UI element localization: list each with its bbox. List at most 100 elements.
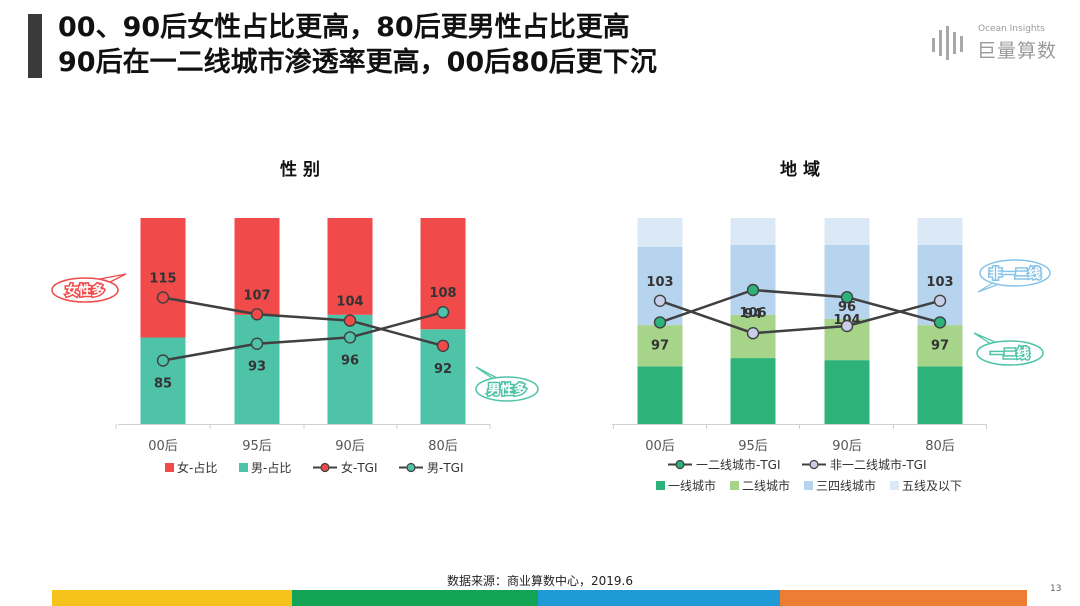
bar-segment bbox=[637, 325, 683, 367]
legend-label: 五线及以下 bbox=[902, 479, 962, 493]
data-label: 97 bbox=[931, 338, 949, 353]
logo: Ocean Insights 巨量算数 bbox=[930, 22, 1070, 64]
data-label: 115 bbox=[149, 272, 176, 287]
bar-segment bbox=[917, 218, 963, 245]
legend-swatch bbox=[804, 481, 813, 490]
line-point bbox=[746, 327, 760, 340]
line-point bbox=[653, 316, 667, 329]
legend-marker bbox=[809, 459, 819, 470]
data-label: 103 bbox=[926, 275, 953, 290]
legend-label: 一线城市 bbox=[668, 478, 716, 493]
x-tick-label: 80后 bbox=[925, 439, 955, 454]
line-point bbox=[746, 283, 760, 297]
legend-label: 非一二线城市-TGI bbox=[830, 457, 927, 472]
x-tick-label: 95后 bbox=[738, 439, 768, 454]
line-point bbox=[933, 316, 947, 329]
series-line bbox=[162, 310, 444, 362]
callout-bubble: 女性多 bbox=[51, 273, 127, 303]
data-label: 103 bbox=[646, 275, 673, 290]
legend-swatch bbox=[239, 463, 248, 472]
legend-label: 女-TGI bbox=[341, 460, 378, 475]
legend-swatch bbox=[165, 463, 174, 472]
line-point bbox=[436, 306, 450, 319]
title-line-2: 90后在一二线城市渗透率更高，00后80后更下沉 bbox=[58, 47, 657, 78]
chart-2: 地 域00后95后90后80后97106104971039496103一二线城市… bbox=[612, 159, 1051, 493]
title-accent-bar bbox=[28, 14, 42, 78]
logo-name: 巨量算数 bbox=[977, 40, 1058, 62]
data-label: 106 bbox=[739, 306, 766, 321]
legend-swatch bbox=[890, 481, 899, 490]
callout-bubble: 男性多 bbox=[475, 366, 539, 402]
logo-bars-icon bbox=[932, 26, 963, 60]
footer-color-strip bbox=[52, 590, 1027, 606]
x-tick-label: 80后 bbox=[428, 439, 458, 454]
chart-title: 性 别 bbox=[280, 159, 320, 180]
data-label: 92 bbox=[434, 362, 452, 377]
x-tick-label: 00后 bbox=[148, 439, 178, 454]
line-point bbox=[840, 291, 854, 304]
title-line-1: 00、90后女性占比更高，80后更男性占比更高 bbox=[58, 12, 630, 43]
legend-label: 男-占比 bbox=[251, 460, 291, 475]
line-point bbox=[840, 319, 854, 333]
line-point bbox=[343, 331, 357, 344]
data-label: 96 bbox=[341, 353, 359, 368]
legend-label: 三四线城市 bbox=[816, 478, 876, 493]
bar-segment bbox=[824, 360, 870, 424]
charts-canvas: 性 别 00后 95后 90后 80后 115 107 104 92 85 93 96 108 女-占比 男… bbox=[51, 159, 1051, 493]
legend-marker bbox=[406, 462, 416, 473]
legend-swatch bbox=[730, 481, 739, 490]
footer-band-blue bbox=[538, 590, 780, 606]
chart-title: 地 域 bbox=[780, 159, 820, 180]
callout-text: 一二线 bbox=[990, 346, 1029, 362]
legend-label: 男-TGI bbox=[427, 461, 464, 475]
legend-marker bbox=[320, 462, 330, 473]
bar-segment bbox=[824, 218, 870, 245]
bar-segment bbox=[637, 366, 683, 424]
series-line bbox=[659, 288, 941, 324]
bar-segment bbox=[824, 244, 870, 319]
logo-subtitle: Ocean Insights bbox=[978, 24, 1045, 34]
legend-label: 女-占比 bbox=[177, 460, 217, 475]
callout-text: 男性多 bbox=[487, 382, 526, 398]
legend-marker bbox=[675, 459, 685, 470]
callout-text: 非一二线 bbox=[989, 266, 1041, 282]
footer-band-yellow bbox=[52, 590, 292, 606]
legend-swatch bbox=[656, 481, 665, 490]
footer-band-green bbox=[292, 590, 538, 606]
line-point bbox=[436, 339, 450, 352]
callout-bubble: 一二线 bbox=[973, 332, 1044, 366]
bar-segment bbox=[917, 244, 963, 326]
line-point bbox=[653, 294, 667, 307]
bar-segment bbox=[234, 314, 280, 424]
data-label: 108 bbox=[429, 286, 456, 301]
bar-segment bbox=[730, 218, 776, 245]
data-label: 107 bbox=[243, 288, 270, 303]
line-point bbox=[933, 294, 947, 307]
legend-label: 一二线城市-TGI bbox=[696, 457, 781, 472]
x-tick-label: 90后 bbox=[335, 439, 365, 454]
data-label: 97 bbox=[651, 338, 669, 353]
data-source: 数据来源：商业算数中心，2019.6 bbox=[447, 574, 633, 588]
footer-band-orange bbox=[780, 590, 1027, 606]
bar-segment bbox=[140, 218, 186, 338]
series-line bbox=[659, 299, 941, 335]
bar-segment bbox=[327, 314, 373, 424]
callout-text: 女性多 bbox=[65, 283, 104, 299]
line-point bbox=[343, 314, 357, 327]
data-label: 104 bbox=[336, 295, 363, 310]
data-label: 93 bbox=[248, 360, 266, 375]
page-title: 00、90后女性占比更高，80后更男性占比更高 90后在一二线城市渗透率更高，0… bbox=[58, 10, 657, 80]
data-label: 85 bbox=[154, 377, 172, 392]
x-tick-label: 95后 bbox=[242, 439, 272, 454]
data-label: 94 bbox=[744, 307, 762, 322]
series-line bbox=[162, 296, 444, 348]
bar-segment bbox=[730, 244, 776, 315]
line-point bbox=[156, 354, 170, 367]
bar-segment bbox=[917, 366, 963, 424]
bar-segment bbox=[234, 218, 280, 315]
x-tick-label: 00后 bbox=[645, 439, 675, 454]
bar-segment bbox=[637, 246, 683, 326]
bar-segment bbox=[917, 325, 963, 367]
line-point bbox=[250, 337, 264, 350]
page-number: 13 bbox=[1050, 584, 1062, 594]
